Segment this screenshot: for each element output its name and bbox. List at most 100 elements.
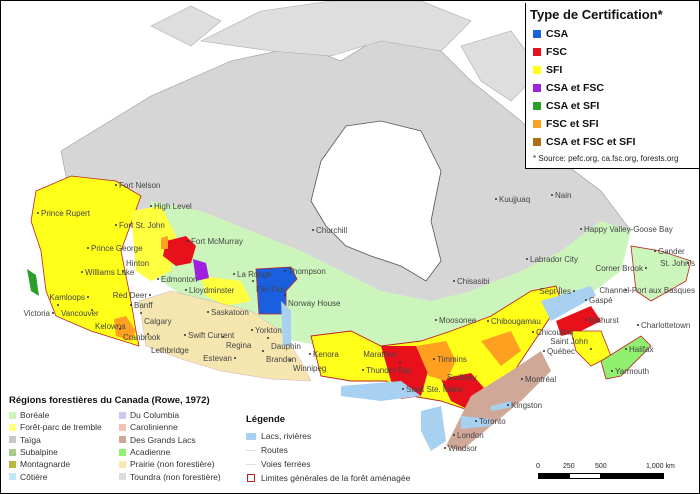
city-dot xyxy=(444,447,446,449)
newfoundland xyxy=(630,245,692,302)
certification-legend-item: SFI xyxy=(533,61,699,79)
road-line-icon xyxy=(246,449,256,451)
city-dot xyxy=(115,224,117,226)
map-legend-item: Limites générales de la forêt aménagée xyxy=(246,471,410,485)
scale-label-500: 500 xyxy=(595,463,607,470)
certification-label: CSA et FSC xyxy=(546,82,604,94)
city-label: London xyxy=(457,431,484,440)
city-label: Kingston xyxy=(511,401,542,410)
color-swatch xyxy=(533,84,541,92)
city-dot xyxy=(625,348,627,350)
city-dot xyxy=(443,384,445,386)
city-label: Lethbridge xyxy=(151,346,189,355)
city-labels: Fort Nelson High Level Fort McMurray Prince… xyxy=(23,181,695,453)
city-dot xyxy=(654,250,656,252)
city-dot xyxy=(551,194,553,196)
city-label: Nain xyxy=(555,191,571,200)
city-label: Hinton xyxy=(126,259,149,268)
region-label: Boréale xyxy=(20,410,50,421)
scale-segment xyxy=(569,473,601,479)
city-label: Estevan xyxy=(203,354,232,363)
city-dot xyxy=(433,358,435,360)
color-swatch xyxy=(9,473,16,481)
region-label: Toundra (non forestière) xyxy=(130,471,221,482)
color-swatch xyxy=(119,436,126,444)
color-swatch xyxy=(119,473,126,481)
region-legend-item: Prairie (non forestière) xyxy=(119,458,229,470)
city-dot xyxy=(625,289,627,291)
city-label: Labrador City xyxy=(530,255,578,264)
region-legend-item: Toundra (non forestière) xyxy=(119,470,229,482)
region-label: Acadienne xyxy=(130,447,171,458)
scale-segment xyxy=(600,473,664,479)
city-dot xyxy=(252,280,254,282)
city-label: Kuujjuaq xyxy=(499,195,530,204)
city-label: Calgary xyxy=(144,317,172,326)
city-dot xyxy=(81,271,83,273)
city-label: Moosonee xyxy=(439,316,477,325)
color-swatch xyxy=(9,436,16,444)
certification-label: CSA et FSC et SFI xyxy=(546,136,636,148)
city-dot xyxy=(130,304,132,306)
city-label: Vancouver xyxy=(61,309,99,318)
certification-label: CSA et SFI xyxy=(546,100,600,112)
city-dot xyxy=(453,280,455,282)
city-label: Québec xyxy=(547,347,575,356)
map-legend: Légende Lacs, rivières Routes Voies ferrée… xyxy=(246,414,410,485)
city-dot xyxy=(87,296,89,298)
city-dot xyxy=(402,388,404,390)
city-dot xyxy=(475,420,477,422)
city-label: Chisasibi xyxy=(457,277,490,286)
city-dot xyxy=(637,324,639,326)
bc-sfi xyxy=(30,175,142,347)
region-legend-item: Acadienne xyxy=(119,446,229,458)
scale-label-0: 0 xyxy=(536,463,540,470)
city-dot xyxy=(507,404,509,406)
certification-label: SFI xyxy=(546,64,563,76)
city-label: Flin Flon xyxy=(256,285,287,294)
city-label: Red Deer xyxy=(113,291,148,300)
color-swatch xyxy=(9,448,16,456)
city-dot xyxy=(185,289,187,291)
city-label: Saskatoon xyxy=(211,308,249,317)
city-dot xyxy=(573,290,575,292)
certification-label: CSA xyxy=(546,28,569,40)
city-dot xyxy=(495,198,497,200)
region-legend-item: Taïga xyxy=(9,434,119,446)
city-dot xyxy=(645,267,647,269)
city-dot xyxy=(262,350,264,352)
certification-legend-item: FSC xyxy=(533,43,699,61)
city-label: Gander xyxy=(658,247,685,256)
city-dot xyxy=(115,184,117,186)
color-swatch xyxy=(9,423,16,431)
city-dot xyxy=(590,348,592,350)
city-dot xyxy=(585,319,587,321)
region-legend-item: Boréale xyxy=(9,409,119,421)
city-label: Churchill xyxy=(316,226,347,235)
city-dot xyxy=(284,294,286,296)
map-legend-item: Lacs, rivières xyxy=(246,429,410,443)
city-dot xyxy=(119,328,121,330)
certification-label: FSC et SFI xyxy=(546,118,599,130)
region-legend-item: Carolinienne xyxy=(119,421,229,433)
city-dot xyxy=(487,320,489,322)
city-label: Swift Current xyxy=(188,331,235,340)
city-dot xyxy=(453,434,455,436)
color-swatch xyxy=(119,411,126,419)
map-legend-label: Lacs, rivières xyxy=(261,431,312,441)
city-dot xyxy=(147,333,149,335)
city-dot xyxy=(222,336,224,338)
region-label: Subalpine xyxy=(20,447,58,458)
city-label: Montréal xyxy=(525,375,556,384)
city-label: High Level xyxy=(154,202,192,211)
map-legend-title: Légende xyxy=(246,414,286,425)
region-legend-item: Des Grands Lacs xyxy=(119,434,229,446)
city-label: Dauphin xyxy=(271,342,301,351)
city-label: Prince Rupert xyxy=(41,209,91,218)
city-label: Banff xyxy=(134,301,153,310)
city-label: Winnipeg xyxy=(293,364,326,373)
region-legend-item: Du Columbia xyxy=(119,409,229,421)
city-label: Thunder Bay xyxy=(366,366,412,375)
region-legend-item: Forêt-parc de tremble xyxy=(9,421,119,433)
